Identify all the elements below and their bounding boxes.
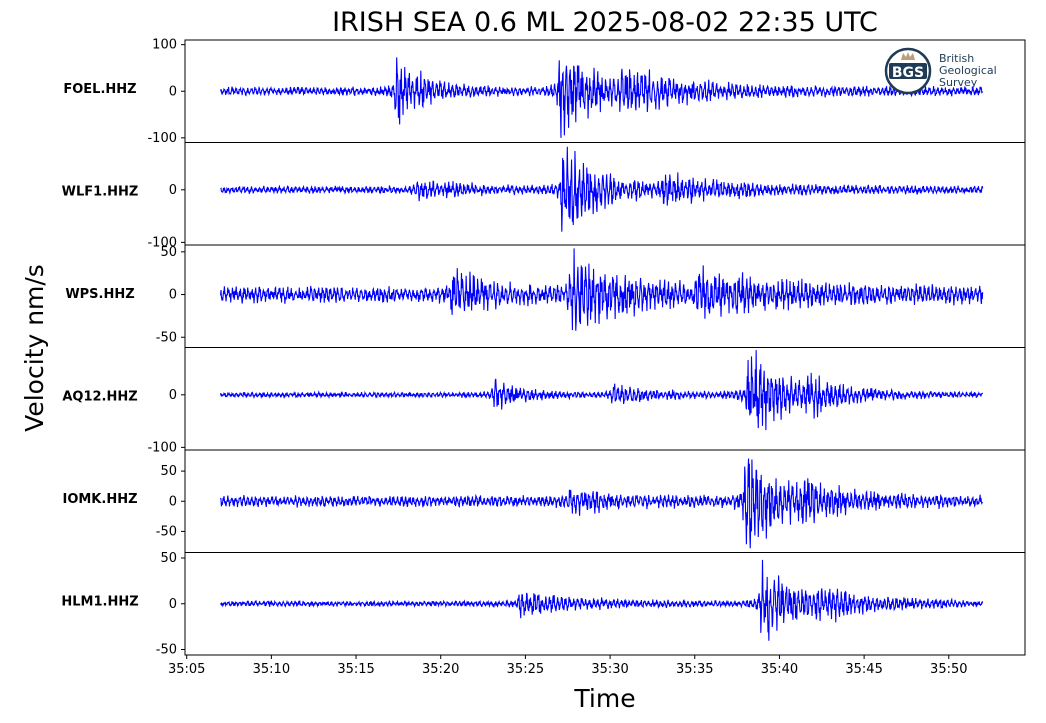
seismogram-panels: FOEL.HHZ 100 0 -100 WLF1.HHZ 0 -100 WPS.HHZ 50 0 -… (61, 38, 1026, 658)
panel-frame (184, 347, 1026, 451)
logo-text-line: Geological (939, 64, 997, 77)
x-tick-label: 35:45 (845, 662, 882, 677)
station-label: WPS.HHZ (65, 287, 134, 302)
panel-wlf1-hhz: WLF1.HHZ 0 -100 (62, 142, 1026, 250)
station-label: IOMK.HHZ (62, 492, 137, 507)
y-tick-label: 50 (160, 245, 177, 260)
logo-text-line: Survey (939, 76, 978, 89)
x-tick-label: 35:05 (168, 662, 205, 677)
station-label: HLM1.HHZ (61, 594, 138, 609)
logo-initials: BGS (892, 65, 924, 81)
x-axis: 35:05 35:10 35:15 35:20 35:25 35:30 35:35 35:40… (168, 655, 968, 677)
y-tick-label: -50 (156, 524, 177, 539)
y-tick-label: 0 (169, 597, 177, 612)
x-tick-label: 35:40 (761, 662, 798, 677)
logo-band (889, 63, 927, 79)
panel-foel-hhz: FOEL.HHZ 100 0 -100 (63, 38, 1026, 146)
panel-hlm1-hhz: HLM1.HHZ 50 0 -50 (61, 551, 1026, 658)
y-tick-label: 0 (169, 494, 177, 509)
y-tick-label: 0 (169, 84, 177, 99)
y-tick-label: 0 (169, 388, 177, 403)
y-axis-label: Velocity nm/s (20, 264, 49, 432)
waveform-hlm1-hhz (220, 559, 984, 641)
crown-icon (901, 52, 915, 60)
waveform-wps-hhz (220, 248, 984, 331)
logo-text-line: British (939, 52, 974, 65)
x-tick-label: 35:25 (507, 662, 544, 677)
y-tick-label: -100 (147, 440, 177, 455)
waveform-foel-hhz (220, 57, 984, 138)
panel-wps-hhz: WPS.HHZ 50 0 -50 (65, 244, 1026, 348)
station-label: FOEL.HHZ (63, 82, 136, 97)
chart-title: IRISH SEA 0.6 ML 2025-08-02 22:35 UTC (332, 7, 878, 38)
panel-iomk-hhz: IOMK.HHZ 50 0 -50 (62, 449, 1026, 553)
y-tick-label: -50 (156, 643, 177, 658)
x-tick-label: 35:30 (591, 662, 628, 677)
panel-aq12-hhz: AQ12.HHZ 0 -100 (62, 347, 1026, 455)
station-label: WLF1.HHZ (62, 184, 139, 199)
y-tick-label: 0 (169, 288, 177, 303)
y-tick-label: 50 (160, 551, 177, 566)
y-tick-label: 100 (152, 38, 177, 53)
waveform-iomk-hhz (220, 458, 983, 549)
y-tick-label: -50 (156, 330, 177, 345)
x-tick-label: 35:15 (337, 662, 374, 677)
x-axis-label: Time (573, 684, 635, 713)
x-tick-label: 35:10 (253, 662, 290, 677)
x-tick-label: 35:35 (676, 662, 713, 677)
x-tick-label: 35:50 (930, 662, 967, 677)
station-label: AQ12.HHZ (62, 389, 137, 404)
y-tick-label: -100 (147, 131, 177, 146)
y-tick-label: 50 (160, 464, 177, 479)
waveform-aq12-hhz (220, 350, 984, 431)
y-tick-label: 0 (169, 183, 177, 198)
waveform-wlf1-hhz (220, 146, 984, 232)
y-tick-label: -100 (147, 235, 177, 250)
x-tick-label: 35:20 (422, 662, 459, 677)
